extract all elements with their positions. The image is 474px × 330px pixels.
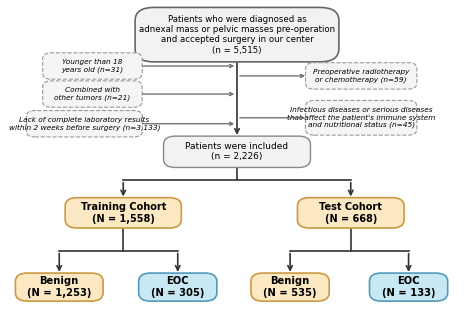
- Text: EOC
(N = 133): EOC (N = 133): [382, 276, 435, 298]
- Text: Training Cohort
(N = 1,558): Training Cohort (N = 1,558): [81, 202, 166, 224]
- FancyBboxPatch shape: [43, 53, 142, 79]
- FancyBboxPatch shape: [305, 63, 417, 89]
- Text: Patients who were diagnosed as
adnexal mass or pelvic masses pre-operation
and a: Patients who were diagnosed as adnexal m…: [139, 15, 335, 55]
- FancyBboxPatch shape: [305, 100, 417, 135]
- FancyBboxPatch shape: [43, 81, 142, 107]
- FancyBboxPatch shape: [65, 198, 181, 228]
- Text: Patients were included
(n = 2,226): Patients were included (n = 2,226): [185, 142, 289, 161]
- Text: EOC
(N = 305): EOC (N = 305): [151, 276, 204, 298]
- FancyBboxPatch shape: [26, 111, 142, 137]
- FancyBboxPatch shape: [135, 8, 339, 62]
- Text: Preoperative radiotherapy
or chemotherapy (n=59): Preoperative radiotherapy or chemotherap…: [313, 69, 410, 83]
- Text: Test Cohort
(N = 668): Test Cohort (N = 668): [319, 202, 382, 224]
- FancyBboxPatch shape: [251, 273, 329, 301]
- Text: Younger than 18
years old (n=31): Younger than 18 years old (n=31): [61, 59, 124, 73]
- Text: Benign
(N = 1,253): Benign (N = 1,253): [27, 276, 91, 298]
- FancyBboxPatch shape: [138, 273, 217, 301]
- Text: Combined with
other tumors (n=21): Combined with other tumors (n=21): [55, 87, 130, 101]
- Text: Lack of complete laboratory results
within 2 weeks before surgery (n=3,133): Lack of complete laboratory results with…: [9, 117, 160, 131]
- FancyBboxPatch shape: [164, 136, 310, 168]
- FancyBboxPatch shape: [298, 198, 404, 228]
- FancyBboxPatch shape: [16, 273, 103, 301]
- FancyBboxPatch shape: [370, 273, 447, 301]
- Text: Infectious diseases or serious diseases
that affect the patient's immune system
: Infectious diseases or serious diseases …: [287, 108, 436, 128]
- Text: Benign
(N = 535): Benign (N = 535): [264, 276, 317, 298]
